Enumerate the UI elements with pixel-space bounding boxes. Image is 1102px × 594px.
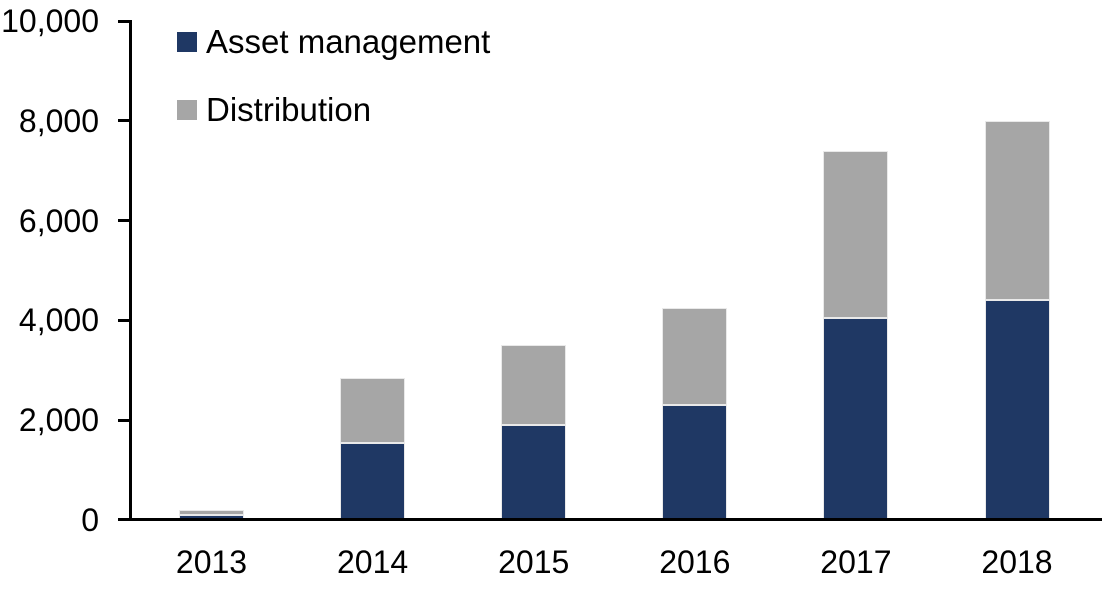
y-axis-line — [129, 20, 132, 521]
y-axis-tick-label: 10,000 — [1, 3, 99, 39]
bar-segment-asset-management-2017 — [823, 317, 889, 520]
y-axis-tick — [118, 19, 130, 23]
y-axis-tick-label: 8,000 — [18, 102, 99, 139]
bar-segment-distribution-2016 — [662, 307, 728, 406]
legend-swatch-distribution-icon — [177, 100, 197, 120]
bar-segment-asset-management-2016 — [662, 405, 728, 520]
y-axis-tick — [118, 318, 130, 322]
bar-segment-distribution-2018 — [984, 120, 1050, 301]
x-axis-category-label: 2016 — [659, 544, 731, 580]
bar-segment-distribution-2015 — [501, 345, 567, 426]
bar-segment-asset-management-2015 — [501, 425, 567, 520]
y-axis-tick-label: 2,000 — [18, 402, 99, 439]
legend-swatch-asset-management-icon — [177, 32, 197, 52]
x-axis-line — [118, 518, 1102, 521]
x-axis-category-label: 2014 — [337, 544, 409, 580]
y-axis-tick-label: 0 — [81, 502, 99, 538]
bar-segment-asset-management-2018 — [984, 300, 1050, 520]
bar-segment-distribution-2013 — [179, 510, 244, 515]
x-axis-category-label: 2013 — [175, 544, 248, 580]
y-axis-tick — [118, 219, 130, 223]
bar-segment-asset-management-2014 — [340, 442, 406, 520]
y-axis-tick-label: 6,000 — [18, 202, 99, 239]
legend-item-distribution: Distribution — [177, 91, 371, 128]
legend-label-asset-management: Asset management — [206, 23, 491, 60]
y-axis-tick — [118, 418, 130, 422]
y-axis-tick-label: 4,000 — [18, 302, 99, 339]
x-axis-category-label: 2017 — [820, 544, 892, 580]
bar-segment-distribution-2014 — [340, 377, 406, 443]
y-axis-tick — [118, 119, 130, 123]
bar-segment-distribution-2017 — [823, 150, 889, 318]
legend-label-distribution: Distribution — [206, 91, 372, 128]
x-axis-category-label: 2015 — [498, 544, 570, 580]
x-axis-category-label: 2018 — [981, 544, 1053, 580]
legend-item-asset-management: Asset management — [177, 23, 490, 60]
